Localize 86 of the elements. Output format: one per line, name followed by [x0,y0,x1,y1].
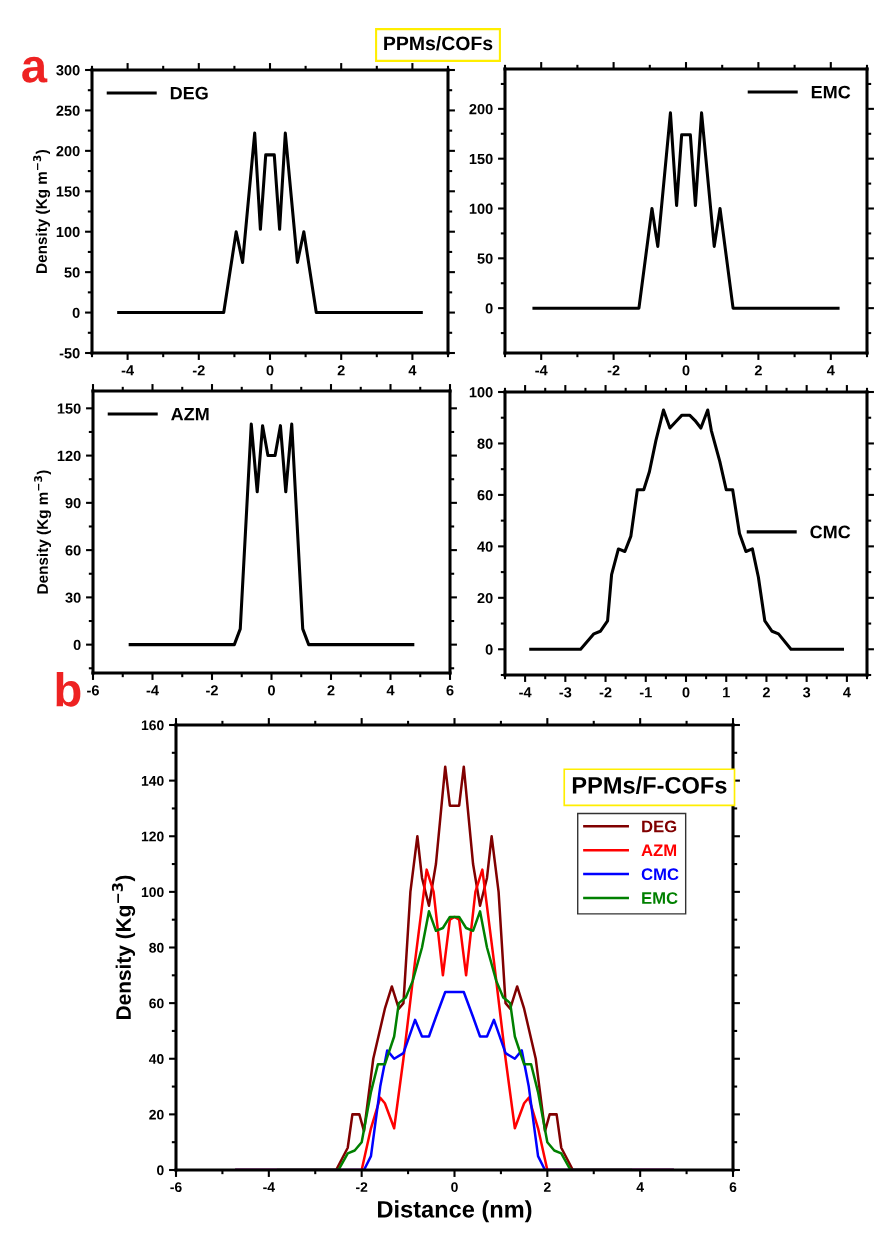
y-tick-label: 80 [149,942,164,953]
y-tick-label: 250 [56,105,80,116]
legend-label: DEG [170,86,208,100]
x-tick-label: 4 [386,685,395,696]
y-tick-label: 0 [73,639,81,651]
x-tick-label: -2 [206,685,218,696]
x-tick-label: 0 [682,687,690,698]
legend-label: DEG [642,820,677,833]
annotation: PPMs/F-COFs [572,776,727,794]
y-tick-label: 40 [477,541,493,552]
x-tick-label: 2 [762,687,770,698]
x-tick-label: 4 [636,1182,644,1192]
x-tick-label: -2 [192,365,205,376]
y-tick-label: 60 [477,490,493,501]
legend-label: EMC [642,892,678,904]
x-tick-label: 2 [327,685,335,696]
y-tick-label: 100 [141,887,164,898]
y-tick-label: 50 [477,253,493,264]
y-tick-label: 150 [469,153,493,165]
y-tick-label: 200 [469,103,493,115]
y-tick-label: 50 [64,267,80,278]
x-tick-label: 0 [268,685,275,696]
x-tick-label: -2 [356,1182,368,1192]
x-tick-label: -4 [519,687,532,698]
y-tick-label: 30 [65,592,81,603]
x-tick-label: -3 [559,687,572,698]
y-tick-label: 0 [485,644,493,655]
x-tick-label: -4 [146,685,159,696]
x-tick-label: 2 [754,365,762,376]
y-tick-label: 80 [477,438,493,449]
x-tick-label: -6 [87,685,99,696]
x-tick-label: -2 [607,365,620,376]
y-axis-title: Density (Kg$^{−3}$) [111,875,136,1020]
x-tick-label: 6 [446,685,454,696]
x-tick-label: -4 [263,1182,275,1192]
x-tick-label: -2 [599,687,612,698]
y-tick-label: 120 [57,450,81,462]
x-tick-label: -1 [639,687,652,698]
x-tick-label: 1 [723,687,730,698]
y-tick-label: 200 [56,145,80,157]
x-tick-label: 2 [543,1182,551,1192]
x-tick-label: 4 [843,687,851,698]
y-tick-label: 150 [57,403,81,414]
text: a [22,56,48,83]
x-tick-label: -6 [170,1182,182,1193]
y-axis-title: Density (Kg m$^{−3}$) [34,470,52,594]
text: b [56,672,81,707]
y-tick-label: 20 [477,592,493,604]
x-tick-label: 4 [408,365,417,376]
x-tick-label: 4 [826,365,835,376]
x-tick-label: 6 [729,1182,737,1193]
x-tick-label: -4 [535,365,548,376]
y-tick-label: 60 [65,545,81,556]
legend-label: CMC [641,868,679,881]
y-tick-label: 90 [65,497,81,509]
y-tick-label: 100 [56,226,80,238]
x-tick-label: 0 [451,1182,458,1193]
y-tick-label: 0 [72,307,80,318]
x-axis-title: Distance (nm) [378,1200,532,1223]
line-series [117,131,423,315]
y-tick-label: 40 [148,1054,164,1064]
y-tick-label: 140 [141,775,164,786]
y-tick-label: 60 [149,998,164,1009]
y-tick-label: 300 [56,65,80,76]
x-tick-label: 2 [337,365,345,376]
legend-label: AZM [171,407,209,421]
y-tick-label: 150 [56,186,80,197]
y-tick-label: 120 [141,831,164,842]
x-tick-label: 3 [802,687,811,698]
y-tick-label: 20 [149,1109,164,1120]
y-tick-label: -50 [59,348,80,359]
x-tick-label: 0 [682,365,690,376]
y-tick-label: 160 [141,720,164,731]
legend-label: CMC [810,525,851,539]
legend-label: AZM [641,844,677,857]
chart-title: PPMs/COFs [384,35,493,51]
y-tick-label: 100 [469,203,493,214]
line-series [128,422,415,647]
y-tick-label: 0 [157,1165,164,1176]
line-series [532,111,840,310]
x-tick-label: -4 [121,365,135,376]
x-tick-label: 0 [266,365,274,376]
y-tick-label: 0 [485,303,493,314]
legend-label: EMC [811,85,851,99]
y-axis-title: Density (Kg m$^{−3}$) [33,149,51,273]
y-tick-label: 100 [469,387,493,398]
